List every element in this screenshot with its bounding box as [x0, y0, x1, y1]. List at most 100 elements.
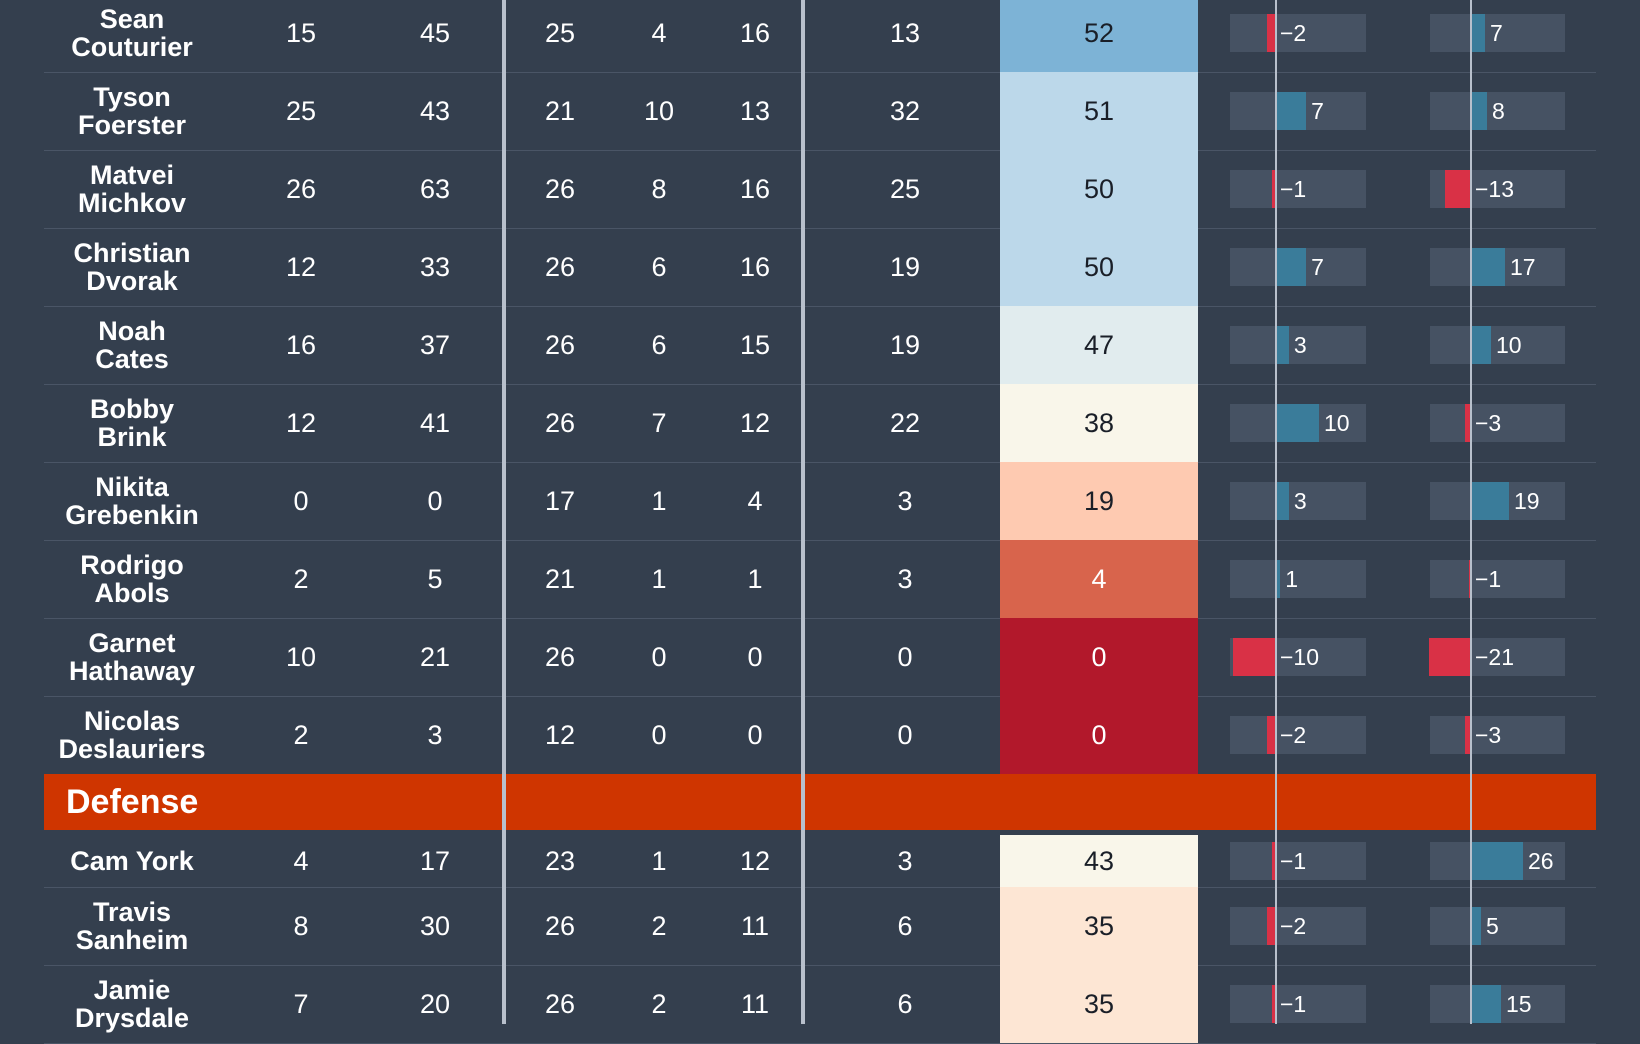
diff2-label: 26 — [1528, 847, 1554, 874]
cell-c6: 6 — [897, 910, 913, 941]
diff2-label: −1 — [1475, 565, 1502, 592]
diff1-label: 1 — [1285, 565, 1299, 592]
cell-c1: 7 — [293, 988, 309, 1019]
player-name: Nicolas Deslauriers — [44, 696, 220, 774]
cell-c5: 13 — [739, 95, 771, 126]
cell-c2: 17 — [419, 845, 451, 876]
player-name: Bobby Brink — [44, 384, 220, 462]
diff2-track: −1 — [1430, 560, 1565, 598]
positive-diff-bar — [1276, 326, 1289, 364]
cell-c1: 2 — [293, 563, 309, 594]
diff1-track: −1 — [1230, 985, 1366, 1023]
diff1-track: −1 — [1230, 170, 1366, 208]
cell-c3: 26 — [544, 910, 576, 941]
player-name: Sean Couturier — [44, 0, 220, 72]
cell-c6: 3 — [897, 563, 913, 594]
cell-c2: 45 — [419, 17, 451, 48]
score-cell: 51 — [1000, 72, 1198, 150]
cell-c5: 12 — [739, 407, 771, 438]
diff1-track: −2 — [1230, 716, 1366, 754]
diff2-track: 7 — [1430, 14, 1565, 52]
player-row: Sean Couturier 15 45 25 4 16 13 52 −2 7 — [44, 0, 1596, 73]
positive-diff-bar — [1471, 842, 1523, 880]
cell-c6: 3 — [897, 485, 913, 516]
player-last-name: Abols — [94, 578, 170, 608]
player-name: Travis Sanheim — [44, 887, 220, 965]
cell-c3: 26 — [544, 988, 576, 1019]
diff2-track: 5 — [1430, 907, 1565, 945]
cell-c6: 25 — [889, 173, 921, 204]
diff1-track: 10 — [1230, 404, 1366, 442]
cell-c4: 6 — [651, 251, 667, 282]
player-last-name: Couturier — [71, 32, 193, 62]
cell-c6: 22 — [889, 407, 921, 438]
score-cell: 35 — [1000, 887, 1198, 965]
player-last-name: Foerster — [77, 110, 187, 140]
diff1-label: 10 — [1324, 409, 1350, 436]
cell-c3: 26 — [544, 329, 576, 360]
diff2-track: −13 — [1430, 170, 1565, 208]
score-cell: 52 — [1000, 0, 1198, 72]
cell-c4: 0 — [651, 641, 667, 672]
cell-c1: 2 — [293, 719, 309, 750]
player-last-name: Drysdale — [74, 1003, 190, 1033]
negative-diff-bar — [1445, 170, 1471, 208]
diff2-track: 26 — [1430, 842, 1565, 880]
diff2-track: 19 — [1430, 482, 1565, 520]
cell-c2: 43 — [419, 95, 451, 126]
player-name: Garnet Hathaway — [44, 618, 220, 696]
diff1-label: 3 — [1293, 487, 1307, 514]
cell-c1: 0 — [293, 485, 309, 516]
score-cell: 0 — [1000, 618, 1198, 696]
diff1-track: −1 — [1230, 842, 1366, 880]
player-row: Travis Sanheim 8 30 26 2 11 6 35 −2 5 — [44, 887, 1596, 966]
diff1-track: −10 — [1230, 638, 1366, 676]
cell-c4: 7 — [651, 407, 667, 438]
cell-c5: 0 — [747, 641, 763, 672]
player-name: Rodrigo Abols — [44, 540, 220, 618]
score-cell: 50 — [1000, 228, 1198, 306]
player-first-name: Jamie — [93, 975, 171, 1005]
cell-c4: 6 — [651, 329, 667, 360]
cell-c3: 17 — [544, 485, 576, 516]
player-full-name: Cam York — [70, 846, 194, 876]
player-row: Cam York 4 17 23 1 12 3 43 −1 26 — [44, 835, 1596, 888]
cell-c2: 3 — [427, 719, 443, 750]
player-name: Cam York — [44, 835, 220, 887]
player-last-name: Cates — [95, 344, 169, 374]
cell-c6: 19 — [889, 251, 921, 282]
cell-c6: 3 — [897, 845, 913, 876]
column-divider — [801, 0, 805, 1024]
diff2-label: −13 — [1475, 175, 1515, 202]
cell-c1: 8 — [293, 910, 309, 941]
diff2-track: −21 — [1429, 638, 1565, 676]
cell-c6: 19 — [889, 329, 921, 360]
cell-c3: 26 — [544, 251, 576, 282]
player-first-name: Rodrigo — [80, 550, 184, 580]
cell-c5: 16 — [739, 251, 771, 282]
cell-c5: 1 — [747, 563, 763, 594]
cell-c5: 15 — [739, 329, 771, 360]
cell-c1: 25 — [285, 95, 317, 126]
player-last-name: Deslauriers — [58, 734, 206, 764]
cell-c2: 33 — [419, 251, 451, 282]
diff1-track: 7 — [1230, 248, 1366, 286]
cell-c1: 26 — [285, 173, 317, 204]
diff2-label: 19 — [1514, 487, 1540, 514]
positive-diff-bar — [1471, 907, 1481, 945]
diff1-label: −1 — [1280, 847, 1307, 874]
cell-c2: 5 — [427, 563, 443, 594]
player-first-name: Garnet — [88, 628, 176, 658]
cell-c3: 12 — [544, 719, 576, 750]
player-first-name: Nikita — [95, 472, 169, 502]
diff-zero-line — [1470, 0, 1472, 1024]
cell-c2: 21 — [419, 641, 451, 672]
cell-c5: 11 — [740, 988, 770, 1019]
negative-diff-bar — [1465, 716, 1471, 754]
player-first-name: Tyson — [93, 82, 171, 112]
negative-diff-bar — [1233, 638, 1276, 676]
player-name: Nikita Grebenkin — [44, 462, 220, 540]
positive-diff-bar — [1276, 482, 1289, 520]
player-row: Christian Dvorak 12 33 26 6 16 19 50 7 17 — [44, 228, 1596, 307]
